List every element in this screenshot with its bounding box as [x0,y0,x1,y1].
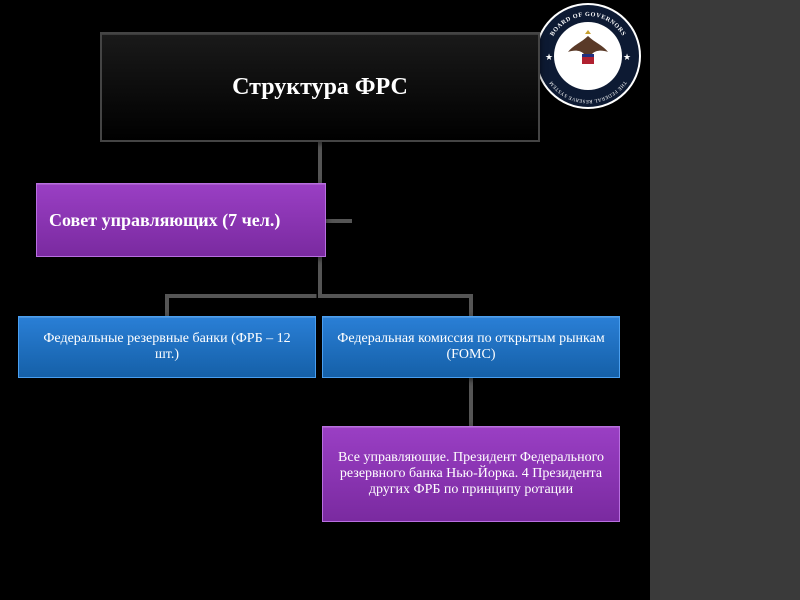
federal-reserve-banks-box: Федеральные резервные банки (ФРБ – 12 шт… [18,316,316,378]
title-box: Структура ФРС [100,32,540,142]
title-text: Структура ФРС [232,74,408,101]
board-label: Совет управляющих (7 чел.) [49,210,280,231]
fomc-detail-label: Все управляющие. Президент Федерального … [335,450,607,498]
svg-text:★: ★ [623,52,631,62]
board-of-governors-box: Совет управляющих (7 чел.) [36,183,326,257]
fomc-box: Федеральная комиссия по открытым рынкам … [322,316,620,378]
right-sidebar [650,0,800,600]
fomc-label: Федеральная комиссия по открытым рынкам … [335,331,607,363]
svg-text:★: ★ [545,52,553,62]
frb-label: Федеральные резервные банки (ФРБ – 12 шт… [31,331,303,363]
fomc-composition-box: Все управляющие. Президент Федерального … [322,426,620,522]
federal-reserve-seal: BOARD OF GOVERNORS THE FEDERAL RESERVE S… [534,2,642,110]
